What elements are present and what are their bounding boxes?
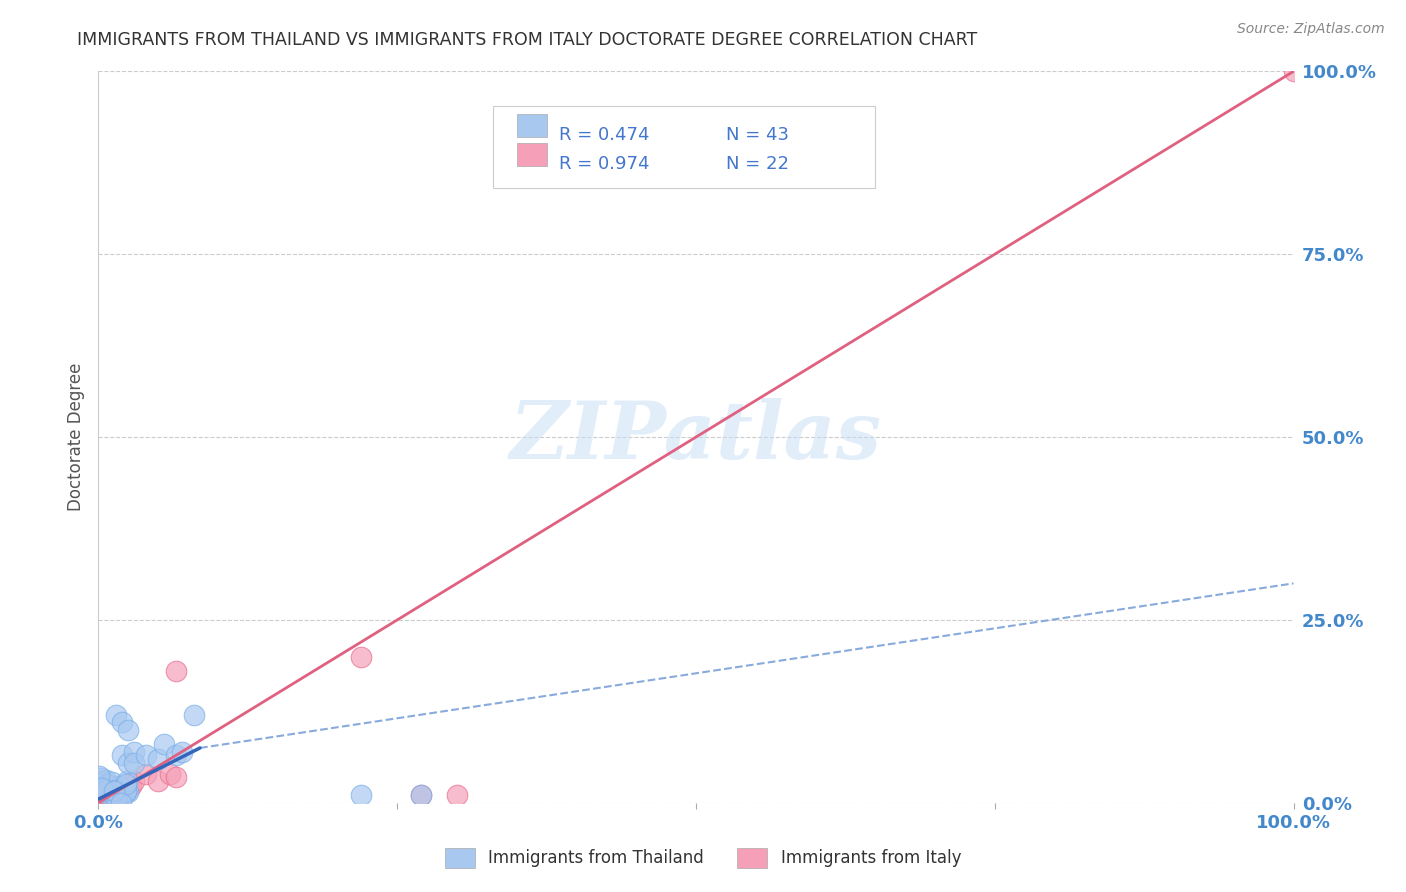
Point (96, 776, 118, 790)
Point (111, 715, 134, 730)
Point (105, 708, 128, 723)
Point (124, 756, 146, 770)
FancyBboxPatch shape (517, 114, 547, 137)
Point (148, 773, 170, 788)
Point (148, 752, 170, 766)
Point (183, 708, 205, 723)
Point (94, 783, 117, 797)
Point (446, 789, 468, 803)
Point (108, 781, 131, 796)
Point (165, 664, 187, 678)
Point (1282, 64, 1305, 78)
Point (159, 766, 181, 780)
Point (104, 783, 127, 797)
Point (91, 780, 114, 795)
Point (90, 772, 112, 786)
Point (111, 748, 134, 763)
Point (117, 723, 139, 737)
Point (111, 782, 134, 797)
Point (135, 766, 157, 780)
Text: N = 43: N = 43 (725, 126, 789, 145)
Text: IMMIGRANTS FROM THAILAND VS IMMIGRANTS FROM ITALY DOCTORATE DEGREE CORRELATION C: IMMIGRANTS FROM THAILAND VS IMMIGRANTS F… (77, 31, 977, 49)
Point (105, 790, 128, 805)
Point (90, 776, 112, 790)
Point (117, 756, 139, 770)
Legend: Immigrants from Thailand, Immigrants from Italy: Immigrants from Thailand, Immigrants fro… (439, 841, 967, 875)
Point (98, 795, 121, 809)
Point (103, 783, 125, 797)
Point (118, 780, 141, 794)
Point (117, 785, 139, 799)
Point (411, 789, 433, 803)
Point (153, 737, 176, 751)
Point (165, 748, 187, 763)
Point (100, 789, 122, 804)
Point (103, 787, 125, 801)
Point (115, 783, 138, 797)
Point (172, 745, 194, 759)
Text: Source: ZipAtlas.com: Source: ZipAtlas.com (1237, 22, 1385, 37)
Point (115, 774, 138, 789)
FancyBboxPatch shape (494, 106, 876, 188)
Text: R = 0.974: R = 0.974 (558, 155, 650, 173)
Point (94, 777, 117, 791)
Point (107, 779, 129, 793)
Point (97, 785, 120, 799)
Point (110, 796, 132, 810)
Point (114, 777, 136, 791)
Point (103, 785, 125, 799)
Point (120, 779, 142, 793)
Y-axis label: Doctorate Degree: Doctorate Degree (66, 363, 84, 511)
Point (107, 795, 129, 809)
Point (411, 789, 433, 803)
Text: N = 22: N = 22 (725, 155, 789, 173)
Point (124, 745, 146, 759)
Text: R = 0.474: R = 0.474 (558, 126, 650, 145)
Point (101, 774, 124, 789)
Text: ZIPatlas: ZIPatlas (510, 399, 882, 475)
Point (114, 785, 136, 799)
Point (89, 778, 111, 792)
Point (350, 649, 373, 664)
Point (100, 791, 122, 805)
Point (165, 770, 187, 784)
Point (91, 773, 114, 788)
Point (135, 748, 157, 763)
Point (89, 785, 111, 799)
Point (350, 789, 373, 803)
Point (103, 781, 125, 796)
Point (96, 773, 118, 788)
Point (96, 788, 118, 802)
Point (98, 791, 121, 805)
Point (124, 773, 146, 788)
FancyBboxPatch shape (517, 143, 547, 167)
Point (111, 788, 134, 802)
Point (98, 782, 121, 797)
Point (97, 792, 120, 806)
Point (94, 782, 117, 797)
Point (89, 769, 111, 783)
